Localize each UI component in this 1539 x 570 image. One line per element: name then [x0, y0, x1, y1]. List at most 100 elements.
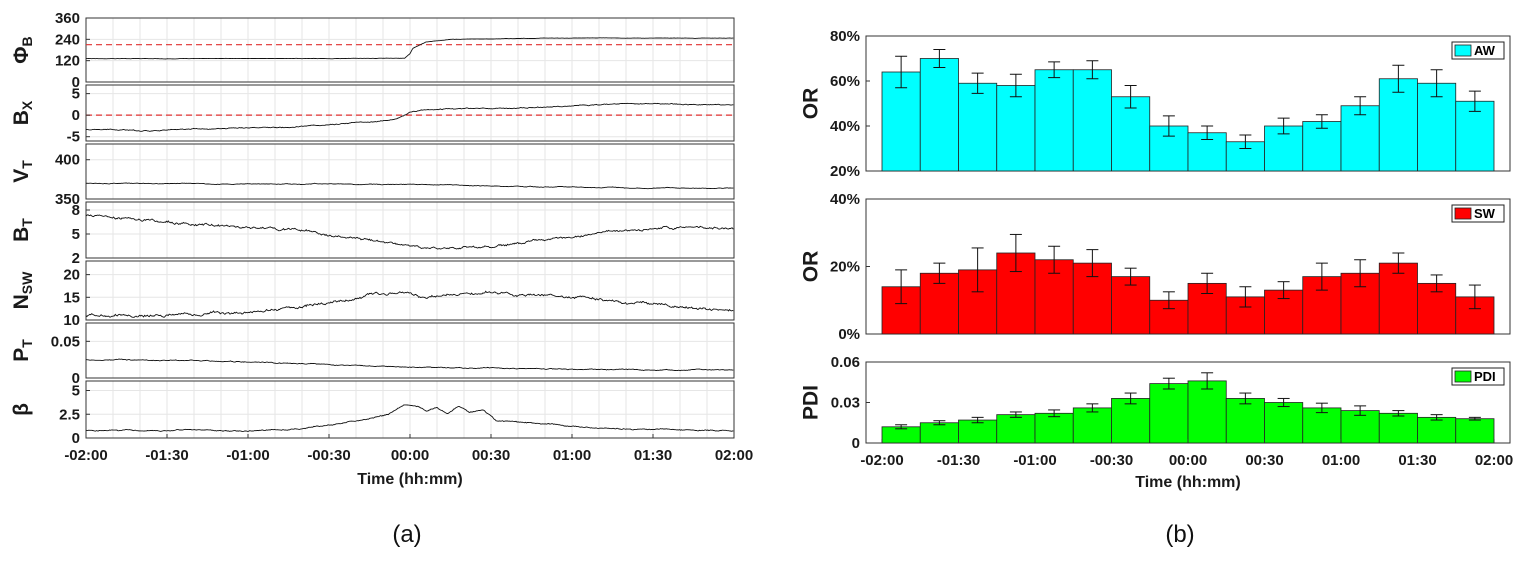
subplot-6: 0 0.05 PT: [10, 322, 735, 387]
x-tick-label: -01:30: [145, 447, 188, 464]
legend-label: AW: [1474, 43, 1496, 58]
y-tick-label: 350: [55, 191, 80, 208]
series-line: [85, 290, 734, 318]
subplot-7: 0 2.5 5 β: [10, 380, 735, 447]
x-tick-label: -02:00: [64, 447, 107, 464]
y-tick-label: 10: [63, 312, 80, 329]
y-axis-label: OR: [800, 251, 823, 283]
y-tick-label: 8: [72, 202, 80, 219]
y-tick-label: 40%: [830, 118, 860, 135]
bar: [1072, 407, 1112, 444]
bar: [1111, 96, 1151, 172]
x-tick-label: 00:00: [1169, 452, 1207, 469]
y-axis-label: PDI: [800, 385, 823, 420]
x-tick-label: 00:00: [391, 447, 429, 464]
x-tick-label: -00:30: [1090, 452, 1133, 469]
x-axis-label: Time (hh:mm): [357, 471, 462, 488]
bar: [1417, 82, 1457, 172]
bar-subplot-2: 0% 20% 40% OR SW: [800, 191, 1511, 343]
series-line: [85, 182, 734, 190]
x-tick-label: 01:00: [1322, 452, 1360, 469]
y-tick-label: 360: [55, 10, 80, 27]
bar-chart: 20% 40% 60% 80% OR AW 0% 20% 40% OR SW 0 0.03 0.06 PDI…: [800, 28, 1514, 491]
y-tick-label: 0.03: [831, 395, 860, 412]
y-tick-label: 0.05: [51, 333, 80, 350]
bar: [1417, 416, 1457, 444]
legend-swatch: [1454, 207, 1472, 220]
bar-subplot-3: 0 0.03 0.06 PDI PDI: [800, 354, 1511, 452]
y-axis-label: BX: [10, 100, 35, 125]
y-axis-label: PT: [10, 339, 35, 362]
x-tick-label: -01:00: [226, 447, 269, 464]
legend-swatch: [1454, 44, 1472, 57]
y-tick-label: 0: [72, 74, 80, 91]
x-tick-label: 01:30: [1398, 452, 1436, 469]
bar: [1340, 410, 1380, 444]
series-line: [85, 102, 734, 132]
panel-label-a: (a): [392, 521, 421, 548]
y-tick-label: 0: [852, 435, 860, 452]
x-axis-label: Time (hh:mm): [1135, 474, 1240, 491]
x-tick-label: -01:30: [937, 452, 980, 469]
y-tick-label: 0: [72, 370, 80, 387]
x-tick-label: 02:00: [1475, 452, 1513, 469]
y-tick-label: 0%: [838, 326, 860, 343]
series-line: [85, 37, 734, 60]
x-tick-label: 00:30: [1245, 452, 1283, 469]
subplot-frame: [85, 17, 735, 83]
y-axis-label: VT: [10, 160, 35, 183]
bar: [1111, 398, 1151, 444]
y-tick-label: 5: [72, 383, 80, 400]
y-tick-label: 20%: [830, 163, 860, 180]
x-tick-label: 00:30: [472, 447, 510, 464]
subplot-frame: [85, 143, 735, 200]
legend: PDI: [1451, 367, 1505, 386]
subplot-5: 10 15 20 NSW: [10, 260, 735, 329]
legend-swatch: [1454, 370, 1472, 383]
y-tick-label: 400: [55, 152, 80, 169]
y-tick-label: 2.5: [59, 406, 80, 423]
y-tick-label: 60%: [830, 73, 860, 90]
bar: [1225, 398, 1265, 444]
x-tick-label: 01:30: [634, 447, 672, 464]
y-tick-label: 240: [55, 31, 80, 48]
y-tick-label: -5: [67, 129, 80, 146]
bar: [1378, 78, 1418, 172]
bar-subplot-1: 20% 40% 60% 80% OR AW: [800, 28, 1511, 180]
y-tick-label: 15: [63, 289, 80, 306]
legend-label: SW: [1474, 206, 1496, 221]
y-tick-label: 120: [55, 53, 80, 70]
legend-label: PDI: [1474, 369, 1496, 384]
y-tick-label: 40%: [830, 191, 860, 208]
subplot-frame: [85, 84, 735, 142]
bar: [1378, 262, 1418, 335]
y-tick-label: 20%: [830, 259, 860, 276]
bar: [919, 422, 959, 444]
y-axis-label: NSW: [10, 271, 35, 310]
y-tick-label: 0: [72, 430, 80, 447]
y-tick-label: 5: [72, 226, 80, 243]
bar: [996, 414, 1036, 444]
bar: [1187, 380, 1227, 444]
y-axis-label: β: [10, 403, 33, 416]
subplot-frame: [85, 260, 735, 321]
y-tick-label: 0: [72, 107, 80, 124]
bar: [1378, 412, 1418, 444]
subplot-frame: [85, 201, 735, 259]
bar: [1302, 407, 1342, 444]
series-line: [85, 404, 734, 432]
y-axis-label: ΦB: [10, 36, 35, 63]
subplot-1: 0 120 240 360 ΦB: [10, 10, 735, 91]
bar: [1302, 121, 1342, 172]
bar: [1072, 69, 1112, 172]
bar: [996, 85, 1036, 172]
bar: [881, 71, 921, 172]
subplot-4: 2 5 8 BT: [10, 201, 735, 267]
y-axis-label: OR: [800, 88, 823, 120]
y-tick-label: 80%: [830, 28, 860, 45]
bar: [1034, 412, 1074, 444]
x-tick-label: 02:00: [715, 447, 753, 464]
y-tick-label: 2: [72, 250, 80, 267]
x-tick-label: -02:00: [860, 452, 903, 469]
